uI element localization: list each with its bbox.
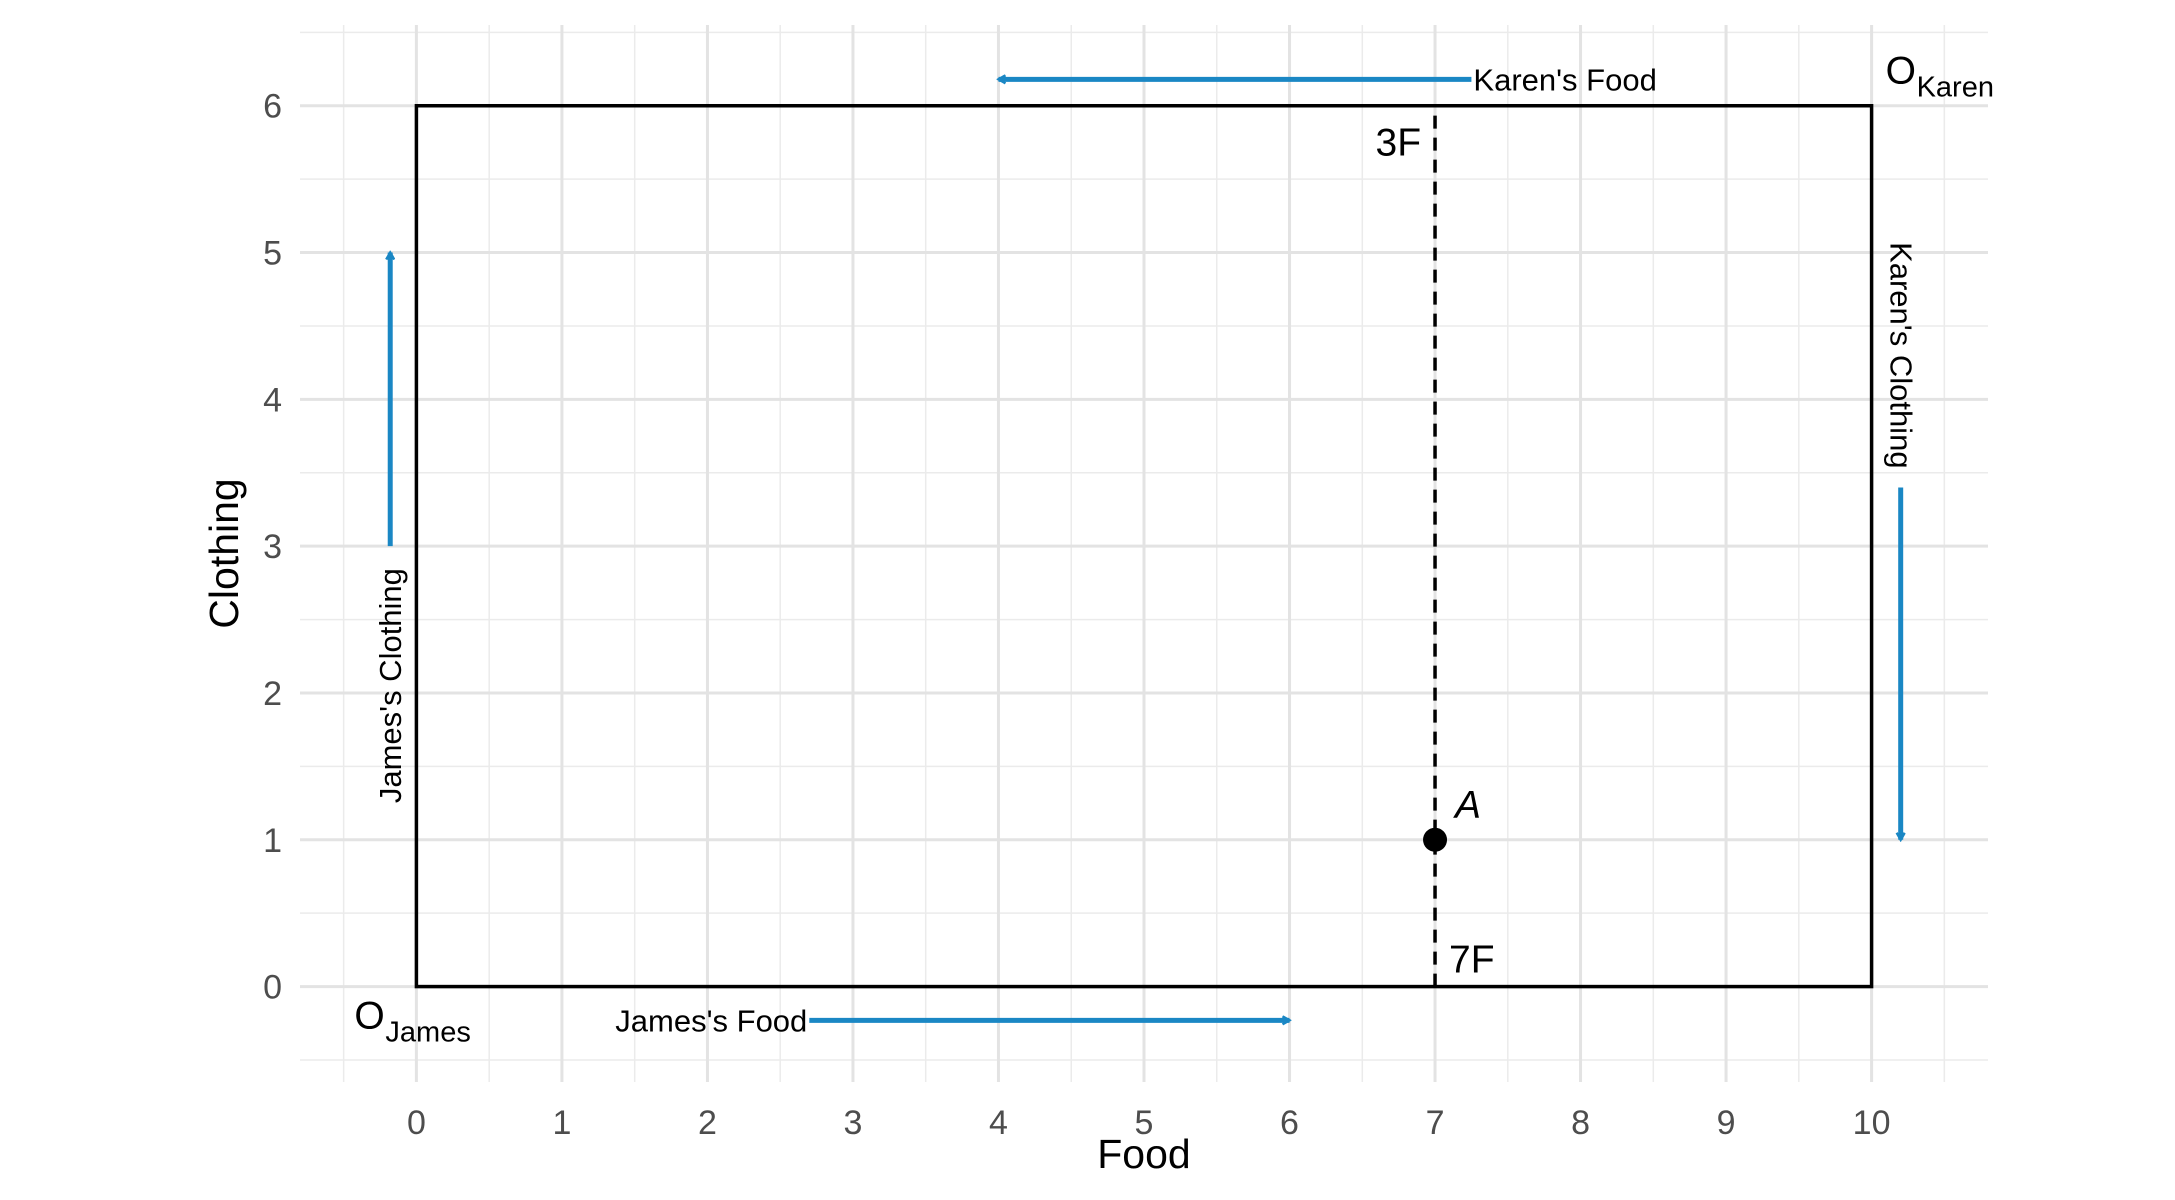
origin-subscript-karen: Karen [1917, 72, 1994, 104]
x-tick-label: 7 [1426, 1104, 1445, 1142]
y-tick-label: 1 [263, 822, 282, 860]
x-axis-title: Food [1097, 1131, 1190, 1177]
arrow-label-karen-clothing: Karen's Clothing [1884, 242, 1919, 469]
annotation-3f: 3F [1376, 122, 1422, 165]
x-tick-label: 10 [1853, 1104, 1891, 1142]
arrow-label-james-clothing: James's Clothing [373, 568, 408, 803]
y-tick-label: 2 [263, 675, 282, 713]
allocation-point-a [1423, 827, 1448, 852]
origin-label-james: O [354, 995, 384, 1038]
y-tick-label: 3 [263, 528, 282, 566]
y-tick-label: 6 [263, 88, 282, 126]
origin-label-karen: O [1886, 50, 1916, 93]
x-tick-label: 8 [1571, 1104, 1590, 1142]
x-tick-label: 2 [698, 1104, 717, 1142]
text-labels: 0 1 2 3 4 5 6 7 8 9 10 0 1 2 3 4 5 6 Food Clothing A James's … [201, 50, 1994, 1177]
x-tick-label: 5 [1135, 1104, 1154, 1142]
point-label-a: A [1453, 784, 1481, 827]
x-tick-label: 3 [844, 1104, 863, 1142]
arrow-label-karen-food: Karen's Food [1473, 62, 1656, 97]
y-tick-label: 0 [263, 969, 282, 1007]
plot-marks [390, 79, 1900, 1020]
y-tick-label: 4 [263, 381, 282, 419]
arrow-label-james-food: James's Food [615, 1003, 807, 1038]
y-tick-label: 5 [263, 235, 282, 273]
x-tick-label: 1 [552, 1104, 571, 1142]
x-tick-label: 9 [1717, 1104, 1736, 1142]
edgeworth-box [414, 103, 1874, 989]
major-gridlines [300, 25, 1988, 1082]
x-tick-label: 4 [989, 1104, 1008, 1142]
y-axis-title: Clothing [201, 478, 247, 628]
origin-subscript-james: James [385, 1017, 470, 1049]
x-tick-label: 6 [1280, 1104, 1299, 1142]
x-tick-label: 0 [407, 1104, 426, 1142]
annotation-7f: 7F [1449, 939, 1495, 982]
